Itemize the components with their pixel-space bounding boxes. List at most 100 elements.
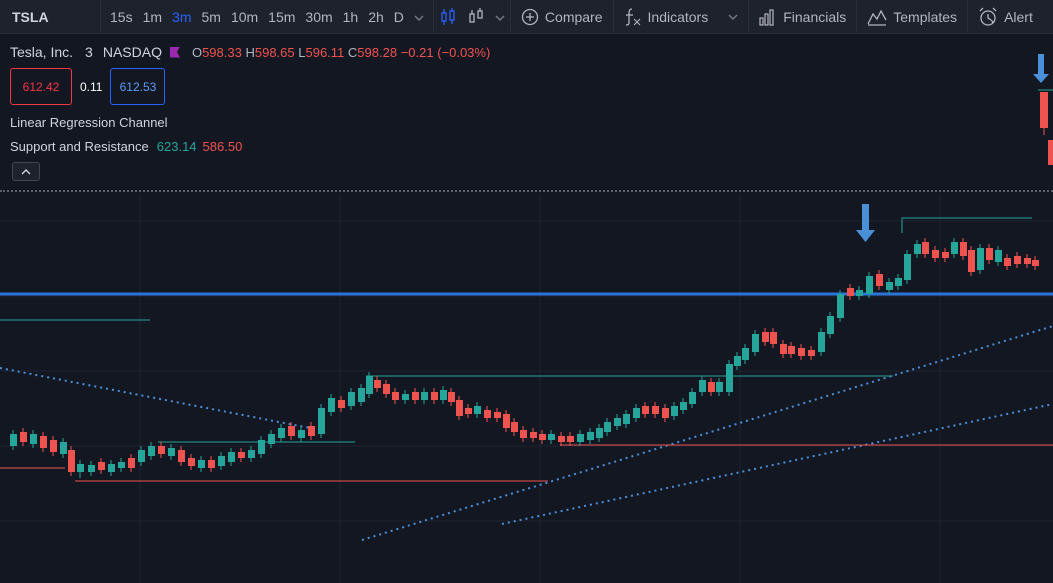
alert-label: Alert bbox=[1004, 8, 1033, 25]
value-box-left: 612.42 bbox=[10, 68, 72, 105]
candle-body bbox=[530, 432, 537, 438]
candle-body bbox=[298, 430, 305, 438]
candle-body bbox=[886, 282, 893, 290]
chevron-down-icon[interactable] bbox=[490, 9, 510, 25]
resistance-segment bbox=[901, 217, 1032, 233]
bars-icon[interactable] bbox=[462, 0, 490, 34]
candle-body bbox=[448, 392, 455, 402]
candle-partial bbox=[1040, 92, 1048, 128]
candle-body bbox=[288, 426, 295, 436]
candle-body bbox=[40, 436, 47, 448]
chart-legend: Tesla, Inc. 3 NASDAQ O598.33 H598.65 L59… bbox=[10, 44, 490, 60]
templates-button[interactable]: Templates bbox=[857, 0, 967, 34]
separator bbox=[967, 0, 969, 34]
candle-body bbox=[788, 346, 795, 354]
series-exchange: NASDAQ bbox=[102, 44, 162, 60]
candle-body bbox=[374, 380, 381, 388]
candle-body bbox=[652, 406, 659, 414]
candle-body bbox=[474, 406, 481, 414]
candle-body bbox=[268, 434, 275, 444]
candle-body bbox=[30, 434, 37, 444]
candle-body bbox=[258, 440, 265, 454]
candle-body bbox=[431, 392, 438, 400]
candle-body bbox=[604, 422, 611, 432]
interval-1h[interactable]: 1h bbox=[342, 8, 359, 25]
candle-body bbox=[623, 414, 630, 424]
candle-body bbox=[960, 242, 967, 256]
candle-body bbox=[742, 348, 749, 360]
indicators-button[interactable]: Indicators bbox=[614, 0, 749, 34]
candle-body bbox=[827, 316, 834, 334]
candle-body bbox=[412, 392, 419, 400]
symbol-search[interactable]: TSLA bbox=[12, 8, 49, 25]
interval-3m[interactable]: 3m bbox=[172, 8, 192, 25]
candle-body bbox=[662, 408, 669, 418]
indicators-label: Indicators bbox=[647, 8, 709, 25]
indicator-support-resistance[interactable]: Support and Resistance 623.14 586.50 bbox=[10, 139, 243, 154]
candle-body bbox=[494, 412, 501, 418]
templates-label: Templates bbox=[893, 8, 958, 25]
candle-body bbox=[847, 288, 854, 296]
candle-body bbox=[511, 422, 518, 432]
upper-pane-fragment bbox=[1033, 54, 1053, 165]
interval-15m[interactable]: 15m bbox=[268, 8, 296, 25]
price-chart[interactable] bbox=[0, 196, 1053, 583]
candle-body bbox=[208, 460, 215, 468]
candle-body bbox=[968, 250, 975, 272]
candle-body bbox=[308, 426, 315, 436]
chevron-down-icon bbox=[728, 14, 738, 20]
candle-body bbox=[770, 332, 777, 344]
candle-body bbox=[716, 382, 723, 392]
interval-1m[interactable]: 1m bbox=[142, 8, 163, 25]
candle-body bbox=[456, 400, 463, 416]
candle-body bbox=[484, 410, 491, 418]
compare-label: Compare bbox=[544, 8, 603, 25]
chevron-down-icon[interactable] bbox=[409, 9, 429, 25]
candle-body bbox=[726, 364, 733, 392]
candle-body bbox=[922, 242, 929, 254]
candles-icon[interactable] bbox=[434, 0, 462, 34]
interval-10m[interactable]: 10m bbox=[230, 8, 259, 25]
separator bbox=[432, 0, 434, 34]
alert-button[interactable]: Alert bbox=[968, 0, 1043, 34]
candle-body bbox=[762, 332, 769, 342]
candle-body bbox=[895, 278, 902, 286]
candle-body bbox=[402, 394, 409, 400]
candle-body bbox=[977, 248, 984, 270]
series-title[interactable]: Tesla, Inc. bbox=[10, 44, 74, 60]
candle-body bbox=[808, 350, 815, 356]
candle-body bbox=[348, 392, 355, 406]
flag-icon[interactable] bbox=[169, 46, 180, 58]
candle-body bbox=[128, 458, 135, 468]
candle-body bbox=[465, 408, 472, 414]
candle-body bbox=[942, 252, 949, 258]
interval-5m[interactable]: 5m bbox=[201, 8, 221, 25]
interval-d[interactable]: D bbox=[393, 8, 404, 25]
candle-body bbox=[567, 436, 574, 442]
interval-30m[interactable]: 30m bbox=[305, 8, 333, 25]
financials-button[interactable]: Financials bbox=[749, 0, 856, 34]
interval-15s[interactable]: 15s bbox=[110, 8, 133, 25]
candle-body bbox=[914, 244, 921, 254]
candle-body bbox=[689, 392, 696, 404]
candle-body bbox=[1024, 258, 1031, 264]
candle-body bbox=[98, 462, 105, 470]
separator bbox=[509, 0, 511, 34]
separator bbox=[748, 0, 750, 34]
fx-icon bbox=[625, 7, 640, 26]
candle-body bbox=[866, 276, 873, 294]
candle-body bbox=[108, 464, 115, 472]
collapse-legend-button[interactable] bbox=[12, 162, 40, 181]
pane-divider[interactable] bbox=[0, 190, 1053, 192]
candle-body bbox=[148, 446, 155, 456]
candle-body bbox=[995, 250, 1002, 262]
interval-2h[interactable]: 2h bbox=[368, 8, 384, 25]
candle-body bbox=[10, 434, 17, 446]
top-toolbar: TSLA 15s 1m 3m 5m 10m 15m 30m 1h 2h D Co… bbox=[0, 0, 1053, 34]
compare-button[interactable]: Compare bbox=[511, 0, 613, 34]
plus-circle-icon bbox=[521, 8, 539, 25]
candle-body bbox=[421, 392, 428, 400]
candle-body bbox=[1032, 260, 1039, 266]
indicator-linear-regression[interactable]: Linear Regression Channel bbox=[10, 115, 168, 130]
financials-icon bbox=[759, 8, 774, 26]
